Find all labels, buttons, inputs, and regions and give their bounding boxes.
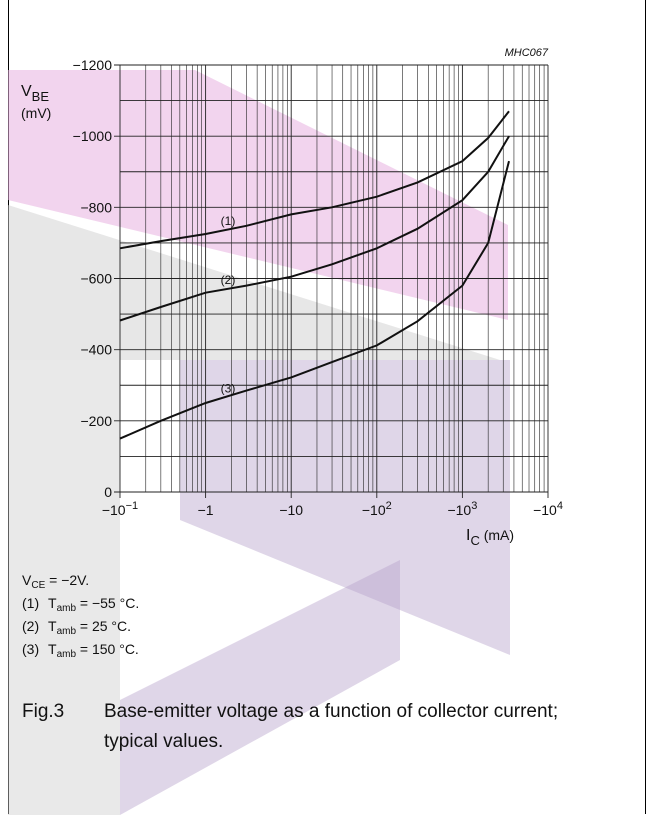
- watermark-grey-column: [8, 360, 120, 815]
- series-label-3: (3): [221, 381, 236, 395]
- note-item-1: (1) Tamb = −55 °C.: [22, 595, 140, 614]
- watermark-logo: [8, 70, 510, 815]
- watermark-pink-band: [8, 70, 508, 320]
- chart-series: (1) (2) (3): [119, 110, 510, 440]
- x-tick-label: −104: [533, 500, 563, 518]
- y-tick-label: −400: [80, 342, 112, 358]
- x-tick-label: −1: [198, 502, 214, 518]
- note-item-3: (3) Tamb = 150 °C.: [22, 641, 139, 660]
- x-tick-label: −102: [362, 500, 392, 518]
- chart-grid: [114, 64, 549, 498]
- x-tick-label: −10−1: [102, 500, 138, 518]
- y-axis-label: VBE: [21, 83, 49, 104]
- y-tick-label: −1000: [73, 128, 113, 144]
- series-line-1: [119, 110, 510, 250]
- note-item-2: (2) Tamb = 25 °C.: [22, 618, 132, 637]
- y-tick-label: −600: [80, 271, 112, 287]
- figure-caption: Fig.3 Base-emitter voltage as a function …: [22, 697, 564, 757]
- watermark-purple-lower: [120, 560, 400, 815]
- y-tick-label: −1200: [73, 57, 113, 73]
- y-tick-label: 0: [104, 484, 112, 500]
- watermark-purple-block: [180, 360, 510, 655]
- figure-code: MHC067: [505, 47, 549, 59]
- y-tick-label: −800: [80, 199, 112, 215]
- series-label-1: (1): [221, 214, 236, 228]
- figure-label: Fig.3: [22, 701, 65, 722]
- series-label-2: (2): [221, 273, 236, 287]
- y-axis-unit: (mV): [21, 105, 51, 121]
- figure-caption-text: Base-emitter voltage as a function of co…: [104, 701, 559, 752]
- note-vce: VCE = −2V.: [22, 572, 90, 591]
- x-tick-label: −10: [279, 502, 303, 518]
- x-tick-label: −103: [447, 500, 477, 518]
- x-axis-label: IC (mA): [466, 527, 514, 548]
- series-line-2: [119, 135, 510, 322]
- document-frame: [8, 0, 646, 814]
- series-line-3: [119, 160, 510, 440]
- chart-axes: 0 −200 −400 −600 −800 −1000 −1200 −10−1 −1 −10 −10…: [21, 47, 563, 548]
- y-tick-label: −200: [80, 413, 112, 429]
- chart-notes: VCE = −2V. (1) Tamb = −55 °C. (2) Tamb = 2…: [22, 569, 139, 661]
